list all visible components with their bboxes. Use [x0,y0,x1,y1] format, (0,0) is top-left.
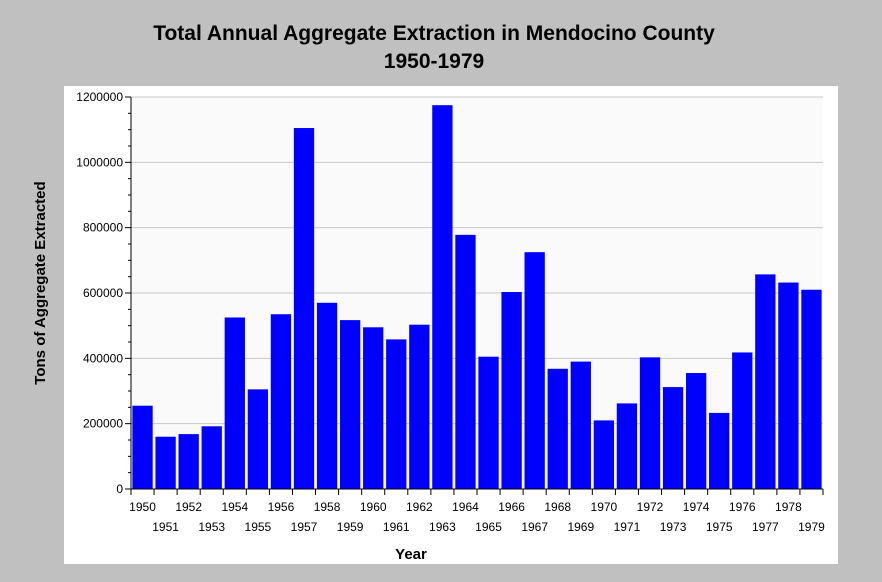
y-tick-label: 200000 [83,417,123,431]
x-tick-label: 1968 [544,500,571,514]
bar-1961 [386,339,407,489]
axes [125,96,824,495]
x-tick-label: 1964 [452,500,479,514]
bar-1963 [432,105,453,490]
x-tick-label: 1979 [798,520,825,534]
bar-1973 [662,387,684,489]
bar-1960 [363,327,384,489]
x-tick-label: 1962 [406,500,433,514]
x-tick-label: 1972 [637,500,664,514]
y-axis-title: Tons of Aggregate Extracted [32,181,49,384]
bar-1953 [201,426,222,489]
bar-1979 [801,289,822,489]
tick-labels: 0 200000 400000 600000 800000 1000000 1200000 1… [76,90,825,534]
x-tick-label: 1957 [291,520,318,534]
x-axis-title: Year [395,546,427,563]
bar-1962 [409,324,430,489]
bar-1968 [547,368,568,489]
x-tick-label: 1969 [567,520,594,534]
x-tick-label: 1956 [268,500,295,514]
bar-1954 [224,317,245,489]
x-tick-label: 1970 [591,500,618,514]
y-tick-label: 1000000 [76,155,123,169]
bar-1952 [178,434,199,489]
bar-1959 [339,320,361,489]
x-tick-label: 1954 [221,500,248,514]
bar-1972 [639,357,661,489]
y-tick-label: 800000 [83,221,123,235]
bar-1964 [455,234,476,489]
y-tick-label: 400000 [83,351,123,365]
x-tick-label: 1955 [245,520,272,534]
bars [132,105,822,490]
bar-1970 [593,420,615,489]
bar-1966 [501,292,522,489]
x-tick-label: 1958 [314,500,341,514]
y-tick-label: 600000 [83,286,123,300]
x-tick-label: 1973 [660,520,687,534]
bar-1967 [524,252,545,489]
x-tick-label: 1975 [706,520,733,534]
bar-1965 [478,356,499,489]
x-tick-label: 1966 [498,500,525,514]
bar-1956 [270,314,292,489]
grid-lines [131,96,823,425]
chart-title: Total Annual Aggregate Extraction in Men… [153,22,715,45]
x-tick-label: 1977 [752,520,779,534]
x-tick-label: 1953 [198,520,225,534]
bar-1969 [570,361,591,489]
x-tick-label: 1965 [475,520,502,534]
x-tick-label: 1978 [775,500,802,514]
bar-1976 [732,352,753,489]
x-tick-label: 1976 [729,500,756,514]
x-tick-label: 1974 [683,500,710,514]
bar-1951 [155,436,176,489]
x-tick-label: 1960 [360,500,387,514]
y-tick-label: 0 [116,482,123,496]
x-tick-label: 1963 [429,520,456,534]
x-tick-label: 1967 [521,520,548,534]
x-tick-label: 1971 [614,520,641,534]
bar-1950 [132,405,153,489]
x-tick-label: 1961 [383,520,410,534]
x-tick-label: 1952 [175,500,202,514]
y-tick-label: 1200000 [76,90,123,104]
x-tick-label: 1951 [152,520,179,534]
bar-1978 [778,282,799,489]
x-tick-label: 1959 [337,520,364,534]
bar-1974 [685,373,707,489]
bar-1977 [755,274,776,489]
chart-subtitle: 1950-1979 [383,50,485,73]
bar-1957 [293,128,315,489]
bar-1955 [247,389,269,489]
x-tick-label: 1950 [129,500,156,514]
bar-1971 [616,403,638,489]
bar-1975 [709,412,730,489]
bar-1958 [316,302,338,489]
